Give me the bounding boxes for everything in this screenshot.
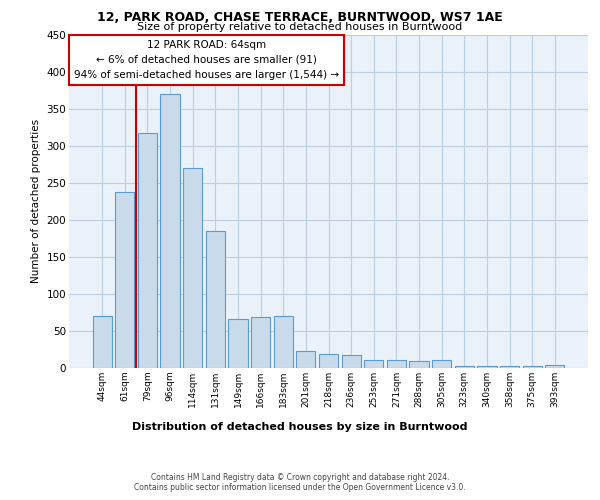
Bar [523, 366, 542, 368]
Bar [251, 318, 270, 368]
Text: Contains HM Land Registry data © Crown copyright and database right 2024.: Contains HM Land Registry data © Crown c… [151, 472, 449, 482]
Text: Contains public sector information licensed under the Open Government Licence v3: Contains public sector information licen… [134, 484, 466, 492]
Text: Distribution of detached houses by size in Burntwood: Distribution of detached houses by size … [132, 422, 468, 432]
Bar [341, 355, 361, 368]
Text: 12 PARK ROAD: 64sqm
← 6% of detached houses are smaller (91)
94% of semi-detache: 12 PARK ROAD: 64sqm ← 6% of detached hou… [74, 40, 339, 80]
Bar [183, 168, 202, 368]
Text: 12, PARK ROAD, CHASE TERRACE, BURNTWOOD, WS7 1AE: 12, PARK ROAD, CHASE TERRACE, BURNTWOOD,… [97, 11, 503, 24]
Bar [500, 366, 519, 368]
Bar [364, 360, 383, 368]
Bar [545, 366, 565, 368]
Bar [319, 354, 338, 368]
Bar [432, 360, 451, 368]
Bar [206, 231, 225, 368]
Bar [115, 192, 134, 368]
Y-axis label: Number of detached properties: Number of detached properties [31, 119, 41, 284]
Bar [477, 366, 497, 368]
Bar [274, 316, 293, 368]
Bar [296, 351, 316, 368]
Bar [160, 94, 180, 367]
Bar [138, 134, 157, 368]
Bar [229, 320, 248, 368]
Bar [409, 361, 428, 368]
Text: Size of property relative to detached houses in Burntwood: Size of property relative to detached ho… [137, 22, 463, 32]
Bar [387, 360, 406, 368]
Bar [92, 316, 112, 368]
Bar [455, 366, 474, 368]
